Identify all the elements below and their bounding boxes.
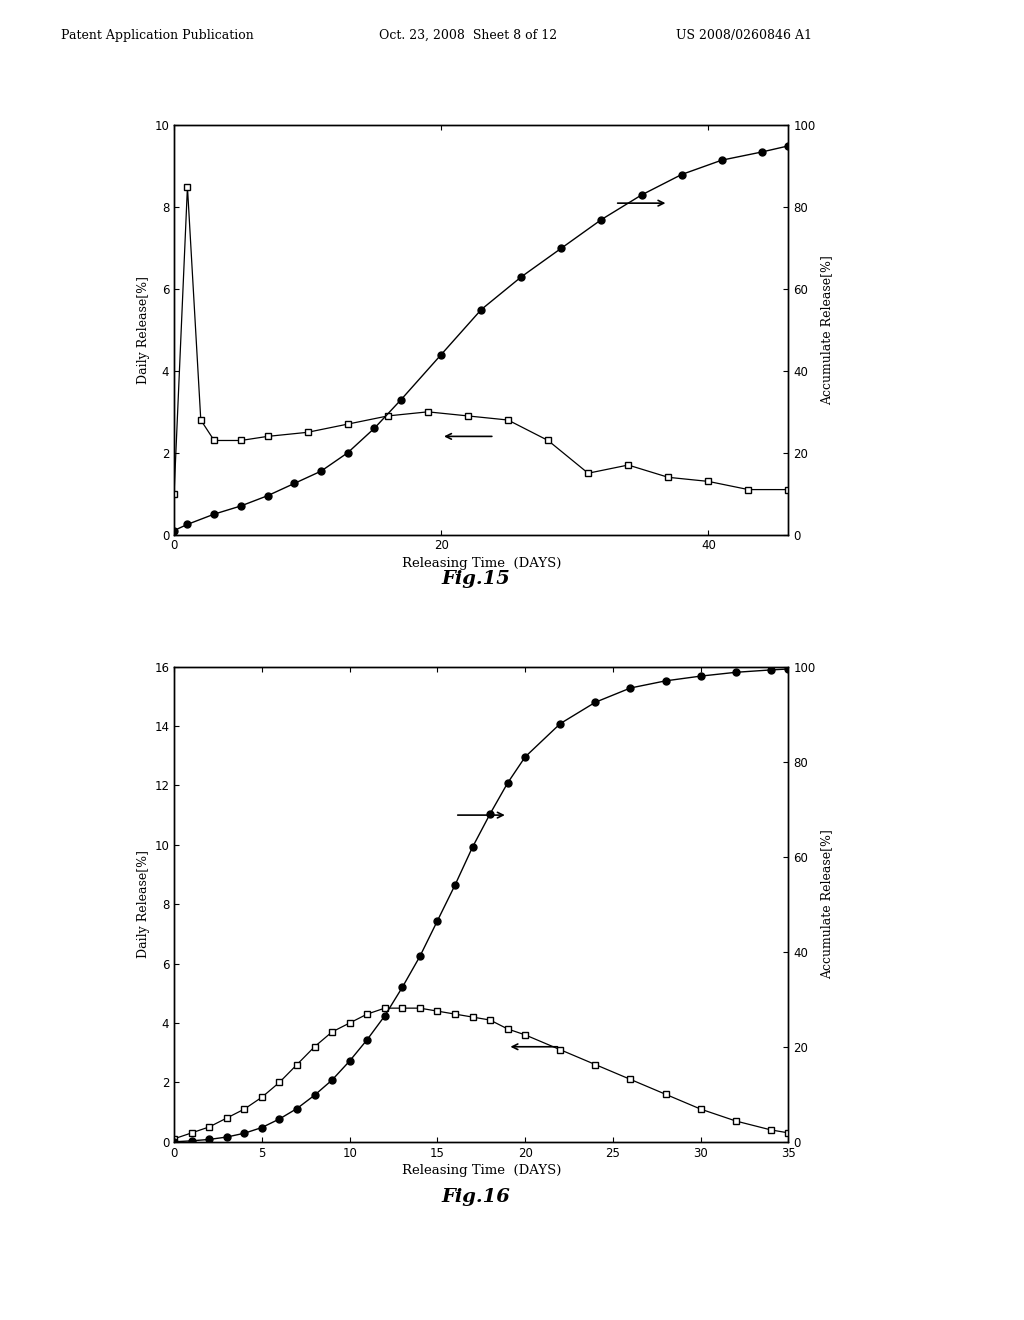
X-axis label: Releasing Time  (DAYS): Releasing Time (DAYS) — [401, 1164, 561, 1177]
Text: Fig.15: Fig.15 — [441, 570, 511, 589]
Text: Patent Application Publication: Patent Application Publication — [61, 29, 254, 42]
Text: Fig.16: Fig.16 — [441, 1188, 511, 1206]
Y-axis label: Daily Release[%]: Daily Release[%] — [137, 276, 151, 384]
Y-axis label: Accumulate Release[%]: Accumulate Release[%] — [820, 829, 833, 979]
X-axis label: Releasing Time  (DAYS): Releasing Time (DAYS) — [401, 557, 561, 570]
Text: Oct. 23, 2008  Sheet 8 of 12: Oct. 23, 2008 Sheet 8 of 12 — [379, 29, 557, 42]
Text: US 2008/0260846 A1: US 2008/0260846 A1 — [676, 29, 812, 42]
Y-axis label: Daily Release[%]: Daily Release[%] — [137, 850, 151, 958]
Y-axis label: Accumulate Release[%]: Accumulate Release[%] — [820, 255, 833, 405]
